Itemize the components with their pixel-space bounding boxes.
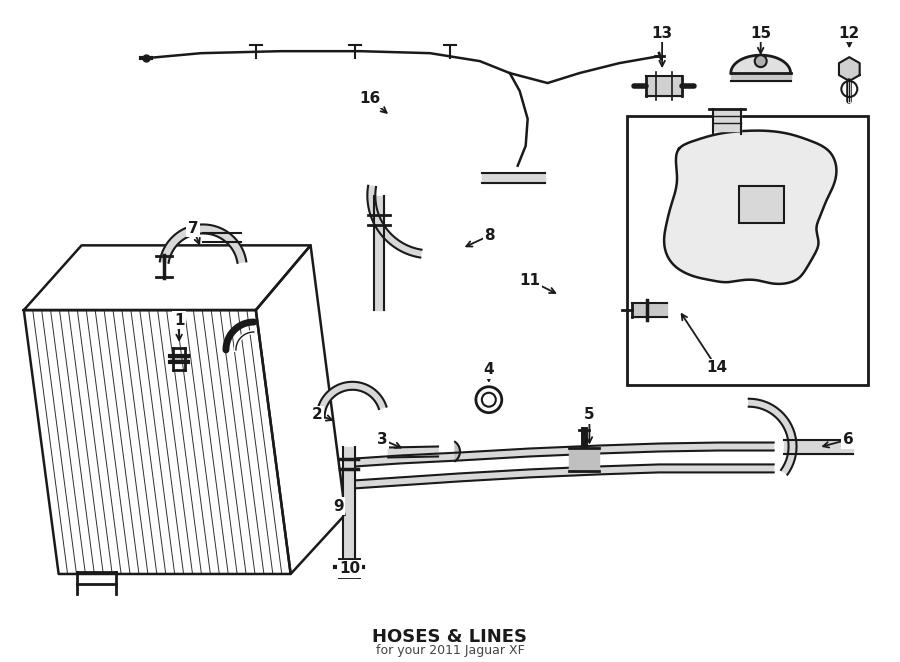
Text: 11: 11: [519, 273, 540, 288]
Polygon shape: [356, 465, 774, 489]
Polygon shape: [839, 57, 860, 81]
Polygon shape: [356, 442, 774, 467]
Bar: [627, 116, 868, 385]
Polygon shape: [482, 173, 544, 183]
Polygon shape: [388, 446, 438, 457]
Text: 4: 4: [483, 362, 494, 377]
Text: 5: 5: [584, 407, 595, 422]
Bar: [739, 185, 784, 224]
Text: 9: 9: [333, 498, 344, 514]
Polygon shape: [374, 195, 384, 310]
Polygon shape: [160, 224, 247, 263]
Text: 10: 10: [339, 561, 360, 577]
Polygon shape: [570, 448, 599, 471]
Text: 12: 12: [839, 26, 860, 41]
Text: 13: 13: [652, 26, 672, 41]
Polygon shape: [784, 440, 853, 455]
Text: 16: 16: [360, 91, 381, 107]
Text: HOSES & LINES: HOSES & LINES: [373, 628, 527, 645]
Polygon shape: [344, 446, 356, 559]
Text: 14: 14: [706, 360, 727, 375]
Polygon shape: [339, 559, 359, 577]
Text: 8: 8: [484, 228, 495, 243]
Text: 7: 7: [188, 221, 198, 236]
Text: 6: 6: [843, 432, 854, 447]
Polygon shape: [731, 55, 790, 73]
Polygon shape: [367, 186, 421, 258]
Polygon shape: [455, 442, 460, 461]
Polygon shape: [749, 399, 796, 475]
Circle shape: [755, 55, 767, 67]
Text: 2: 2: [312, 407, 323, 422]
Text: 1: 1: [174, 312, 184, 328]
Polygon shape: [632, 303, 667, 317]
Polygon shape: [317, 382, 386, 418]
Text: 3: 3: [377, 432, 388, 447]
Polygon shape: [731, 73, 790, 81]
Polygon shape: [664, 130, 836, 284]
Polygon shape: [170, 356, 188, 362]
Polygon shape: [713, 109, 741, 131]
Text: for your 2011 Jaguar XF: for your 2011 Jaguar XF: [375, 644, 525, 657]
Text: 15: 15: [750, 26, 771, 41]
Polygon shape: [646, 76, 682, 96]
